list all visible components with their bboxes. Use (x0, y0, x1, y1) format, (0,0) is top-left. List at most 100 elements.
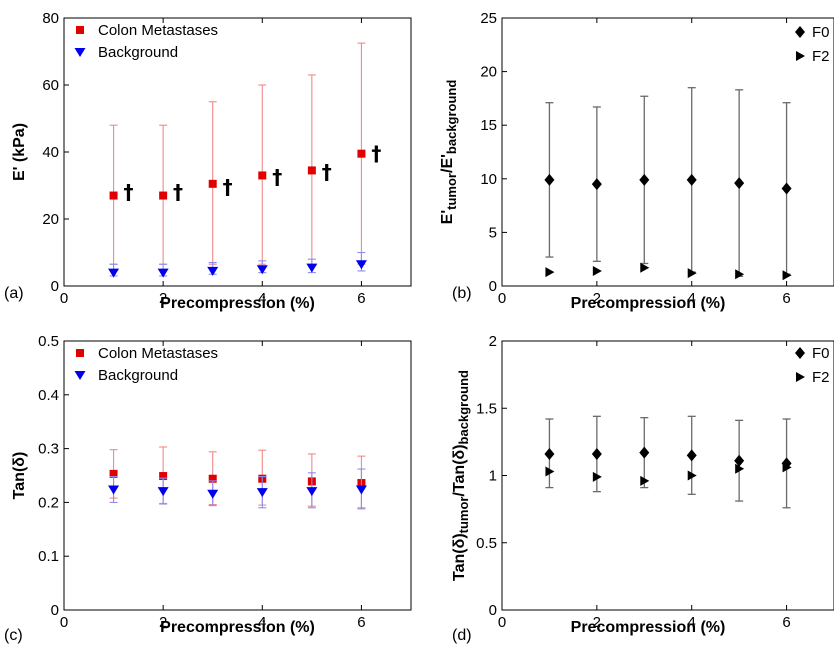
y-tick-label: 20 (42, 211, 59, 228)
data-point-triangle-right (782, 270, 792, 281)
x-tick-label: 6 (782, 290, 790, 307)
y-tick-label: 1 (489, 468, 497, 485)
data-point-triangle-down (207, 489, 219, 499)
y-tick-label: 0.5 (38, 333, 59, 350)
data-point-square (159, 191, 168, 200)
significance-dagger: † (173, 180, 183, 204)
y-tick-label: 0 (489, 278, 497, 295)
legend-marker (74, 371, 86, 380)
data-point-triangle-right (687, 268, 697, 279)
legend-marker (795, 347, 805, 359)
data-point-square (258, 171, 267, 180)
data-point-diamond (639, 173, 650, 186)
data-point-triangle-down (256, 488, 268, 498)
x-tick-label: 0 (60, 614, 68, 631)
data-point-triangle-right (592, 471, 602, 482)
y-axis-label-part: Tan(δ) (451, 533, 468, 581)
data-point-triangle-down (157, 268, 169, 278)
data-point-triangle-down (306, 487, 318, 497)
data-point-square (208, 179, 217, 188)
panel-b: 0 2 4 6 0 5 10 15 20 25 Precompression (%) E'tumor/… (439, 10, 834, 312)
x-tick-label: 2 (159, 290, 167, 307)
data-point-triangle-right (782, 462, 792, 473)
y-axis-label-subscript: tumor (444, 173, 459, 210)
data-point-diamond (686, 449, 697, 462)
y-tick-label: 2 (489, 333, 497, 350)
y-axis-label-part: /E' (439, 154, 456, 173)
panel-label: (a) (4, 285, 24, 302)
legend-marker (76, 349, 84, 357)
x-axis-label: Precompression (%) (571, 619, 726, 636)
x-tick-label: 4 (688, 614, 696, 631)
legend-label: Background (98, 367, 178, 384)
y-axis-label-part: E' (439, 210, 456, 224)
y-tick-label: 60 (42, 77, 59, 94)
x-tick-label: 4 (258, 614, 266, 631)
legend-label: F2 (812, 48, 830, 65)
x-tick-label: 0 (60, 290, 68, 307)
legend-marker (76, 26, 84, 34)
data-point-diamond (686, 173, 697, 186)
y-axis-label: Tan(δ)tumor/Tan(δ)background (451, 370, 471, 581)
data-point-triangle-down (306, 263, 318, 273)
y-axis-label-subscript: background (444, 80, 459, 154)
x-tick-label: 6 (357, 614, 365, 631)
x-tick-label: 4 (258, 290, 266, 307)
x-tick-label: 2 (593, 290, 601, 307)
data-point-triangle-right (640, 262, 650, 273)
y-tick-label: 25 (480, 10, 497, 27)
legend-label: Background (98, 44, 178, 61)
data-point-diamond (544, 173, 555, 186)
panel-label: (b) (452, 285, 472, 302)
data-point-triangle-right (687, 470, 697, 481)
data-point-triangle-down (355, 485, 367, 495)
significance-dagger: † (272, 165, 282, 189)
y-tick-label: 0 (51, 602, 59, 619)
data-point-diamond (639, 446, 650, 459)
y-tick-label: 80 (42, 10, 59, 27)
legend-marker (74, 48, 86, 57)
y-tick-label: 0 (51, 278, 59, 295)
data-point-diamond (734, 177, 745, 190)
y-tick-label: 15 (480, 117, 497, 134)
y-axis-label: E'tumor/E'background (439, 80, 459, 225)
x-tick-label: 2 (593, 614, 601, 631)
data-point-triangle-down (207, 266, 219, 276)
y-tick-label: 1.5 (476, 400, 497, 417)
y-tick-label: 0.5 (476, 535, 497, 552)
y-axis-label: E' (kPa) (11, 123, 28, 181)
y-tick-label: 10 (480, 171, 497, 188)
legend-marker (796, 372, 805, 382)
y-axis-label: Tan(δ) (11, 452, 28, 500)
y-tick-label: 0.4 (38, 387, 59, 404)
panel-label: (d) (452, 627, 472, 644)
significance-dagger: † (322, 160, 332, 184)
data-point-diamond (591, 447, 602, 460)
legend-label: F0 (812, 24, 830, 41)
data-point-triangle-down (256, 265, 268, 275)
data-point-triangle-down (355, 260, 367, 270)
y-axis-label-subscript: background (456, 370, 471, 444)
legend-label: F2 (812, 369, 830, 386)
y-tick-label: 0.3 (38, 441, 59, 458)
y-tick-label: 20 (480, 64, 497, 81)
legend-label: Colon Metastases (98, 345, 218, 362)
data-point-square (109, 469, 118, 478)
x-tick-label: 0 (498, 614, 506, 631)
data-point-triangle-right (545, 267, 555, 278)
data-point-square (208, 474, 217, 483)
data-point-triangle-right (545, 466, 555, 477)
data-point-triangle-right (592, 265, 602, 276)
x-axis-label: Precompression (%) (160, 295, 315, 312)
legend-label: F0 (812, 345, 830, 362)
x-tick-label: 6 (782, 614, 790, 631)
x-axis-label: Precompression (%) (160, 619, 315, 636)
data-point-diamond (544, 447, 555, 460)
plot-frame (63, 340, 412, 611)
data-point-square (109, 191, 118, 200)
data-point-diamond (591, 178, 602, 191)
panel-c: 0 2 4 6 0 0.1 0.2 0.3 0.4 0.5 Precompression (%) Ta… (4, 333, 412, 644)
